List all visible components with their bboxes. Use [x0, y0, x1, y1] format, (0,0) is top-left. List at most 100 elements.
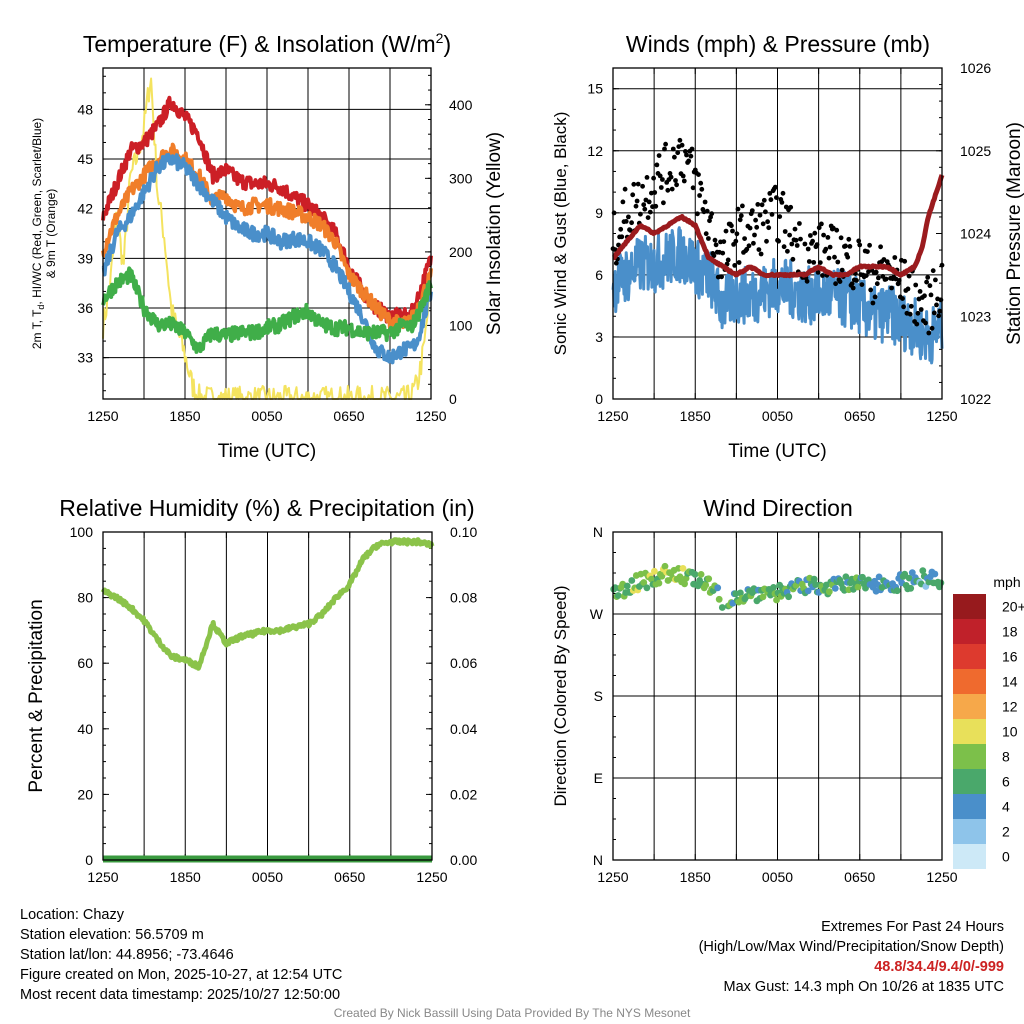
x-axis-label: Time (UTC): [218, 441, 317, 462]
gust-point: [711, 253, 717, 259]
y-tick-label: E: [594, 770, 603, 786]
gust-point: [686, 158, 692, 164]
y-tick-label: 12: [587, 143, 603, 159]
x-tick-label: 1850: [680, 408, 711, 424]
colorbar-swatch: [953, 669, 986, 694]
y-tick-label: 36: [77, 300, 93, 316]
y2-tick-label: 1025: [960, 143, 991, 159]
extremes-info: Extremes For Past 24 Hours (High/Low/Max…: [699, 917, 1004, 997]
x-tick-label: 0050: [252, 869, 283, 885]
direction-point: [702, 581, 710, 589]
extremes-subtitle: (High/Low/Max Wind/Precipitation/Snow De…: [698, 939, 1004, 955]
direction-point: [907, 584, 915, 592]
gust-point: [926, 330, 932, 336]
y2-tick-label: 1023: [960, 308, 991, 324]
gust-point: [768, 197, 774, 203]
gust-point: [629, 220, 634, 226]
plot-border: [102, 67, 432, 400]
gust-point: [756, 247, 762, 253]
gust-point: [622, 186, 628, 192]
gust-point: [798, 236, 803, 242]
y-tick-label: 3: [595, 329, 603, 345]
gust-point: [902, 258, 908, 264]
y-axis-label-line2: & 9m T (Orange): [44, 189, 58, 279]
meteogram-figure: 1250 1850 0050 0650 125033363942454801002003…: [26, 30, 1024, 885]
gust-point: [914, 321, 920, 327]
gust-point: [662, 146, 667, 152]
direction-point: [875, 573, 883, 581]
direction-point: [937, 579, 945, 587]
panel-2: 1250 1850 0050 0650 125003691215102210231024…: [587, 60, 991, 424]
x-tick-label: 1250: [415, 408, 446, 424]
gust-point: [779, 200, 785, 205]
ylabel-sub: d: [36, 305, 46, 310]
gust-point: [725, 257, 731, 263]
direction-point: [810, 575, 818, 583]
gust-point: [815, 270, 821, 275]
gust-point: [684, 152, 689, 158]
gust-point: [665, 187, 671, 193]
gust-point: [900, 296, 905, 301]
y-tick-label: S: [594, 688, 603, 704]
gust-point: [804, 278, 810, 284]
gust-point: [835, 259, 841, 265]
y-tick-label: N: [593, 524, 603, 540]
y-axis-label: Sonic Wind & Gust (Blue, Black): [551, 112, 570, 356]
credit-text: Created By Nick Bassill Using Data Provi…: [333, 1006, 691, 1020]
x-tick-label: 0650: [844, 869, 875, 885]
gust-point: [930, 268, 936, 274]
gust-point: [811, 260, 817, 265]
colorbar-swatch: [953, 769, 986, 794]
gust-point: [802, 241, 808, 247]
direction-point: [648, 575, 655, 583]
y2-tick-label: 0.10: [450, 524, 477, 540]
x-tick-label: 1250: [87, 869, 118, 885]
gust-point: [933, 277, 938, 283]
y2-tick-label: 400: [449, 97, 473, 113]
gust-point: [863, 273, 869, 278]
gust-point: [794, 243, 800, 248]
gust-point: [720, 250, 726, 256]
x-tick-label: 0650: [334, 869, 365, 885]
gust-point: [856, 238, 862, 244]
colorbar-tick-label: 16: [1002, 649, 1018, 665]
gust-point: [936, 313, 942, 319]
gust-point: [823, 246, 829, 252]
gust-point: [669, 186, 675, 192]
gust-point: [913, 282, 919, 288]
gust-point: [781, 244, 787, 250]
gust-point: [915, 310, 921, 316]
gust-point: [656, 153, 662, 159]
ylabel-part: 2m T, T: [30, 309, 44, 349]
direction-point: [842, 573, 850, 581]
max-gust-text: Max Gust: 14.3 mph On 10/26 at 1835 UTC: [723, 979, 1004, 995]
x-tick-label: 0650: [844, 408, 875, 424]
direction-point: [705, 575, 713, 583]
y-tick-label: 39: [77, 250, 93, 266]
x-tick-label: 1850: [170, 869, 201, 885]
gust-point: [744, 246, 750, 252]
gust-point: [613, 260, 619, 266]
gust-point: [640, 183, 645, 189]
gust-point: [736, 260, 742, 265]
gust-point: [817, 260, 823, 265]
y-axis-label: Direction (Colored By Speed): [551, 585, 570, 806]
gust-point: [709, 211, 715, 217]
gust-point: [934, 302, 939, 308]
direction-point: [614, 592, 622, 599]
direction-point: [770, 584, 777, 591]
gust-point: [623, 219, 629, 224]
x-tick-label: 1250: [926, 869, 957, 885]
y-tick-label: 9: [595, 205, 603, 221]
gust-point: [703, 231, 709, 237]
gust-point: [774, 195, 779, 201]
x-tick-label: 1850: [169, 408, 200, 424]
gust-point: [658, 185, 664, 190]
gust-point: [746, 243, 752, 249]
gust-point: [651, 175, 656, 181]
panel-1: 1250 1850 0050 0650 1250 33 36 39 42 45 48 0 100 200 3…: [77, 67, 473, 424]
gust-point: [631, 181, 637, 187]
gust-point: [924, 279, 929, 285]
gust-point: [757, 212, 763, 218]
